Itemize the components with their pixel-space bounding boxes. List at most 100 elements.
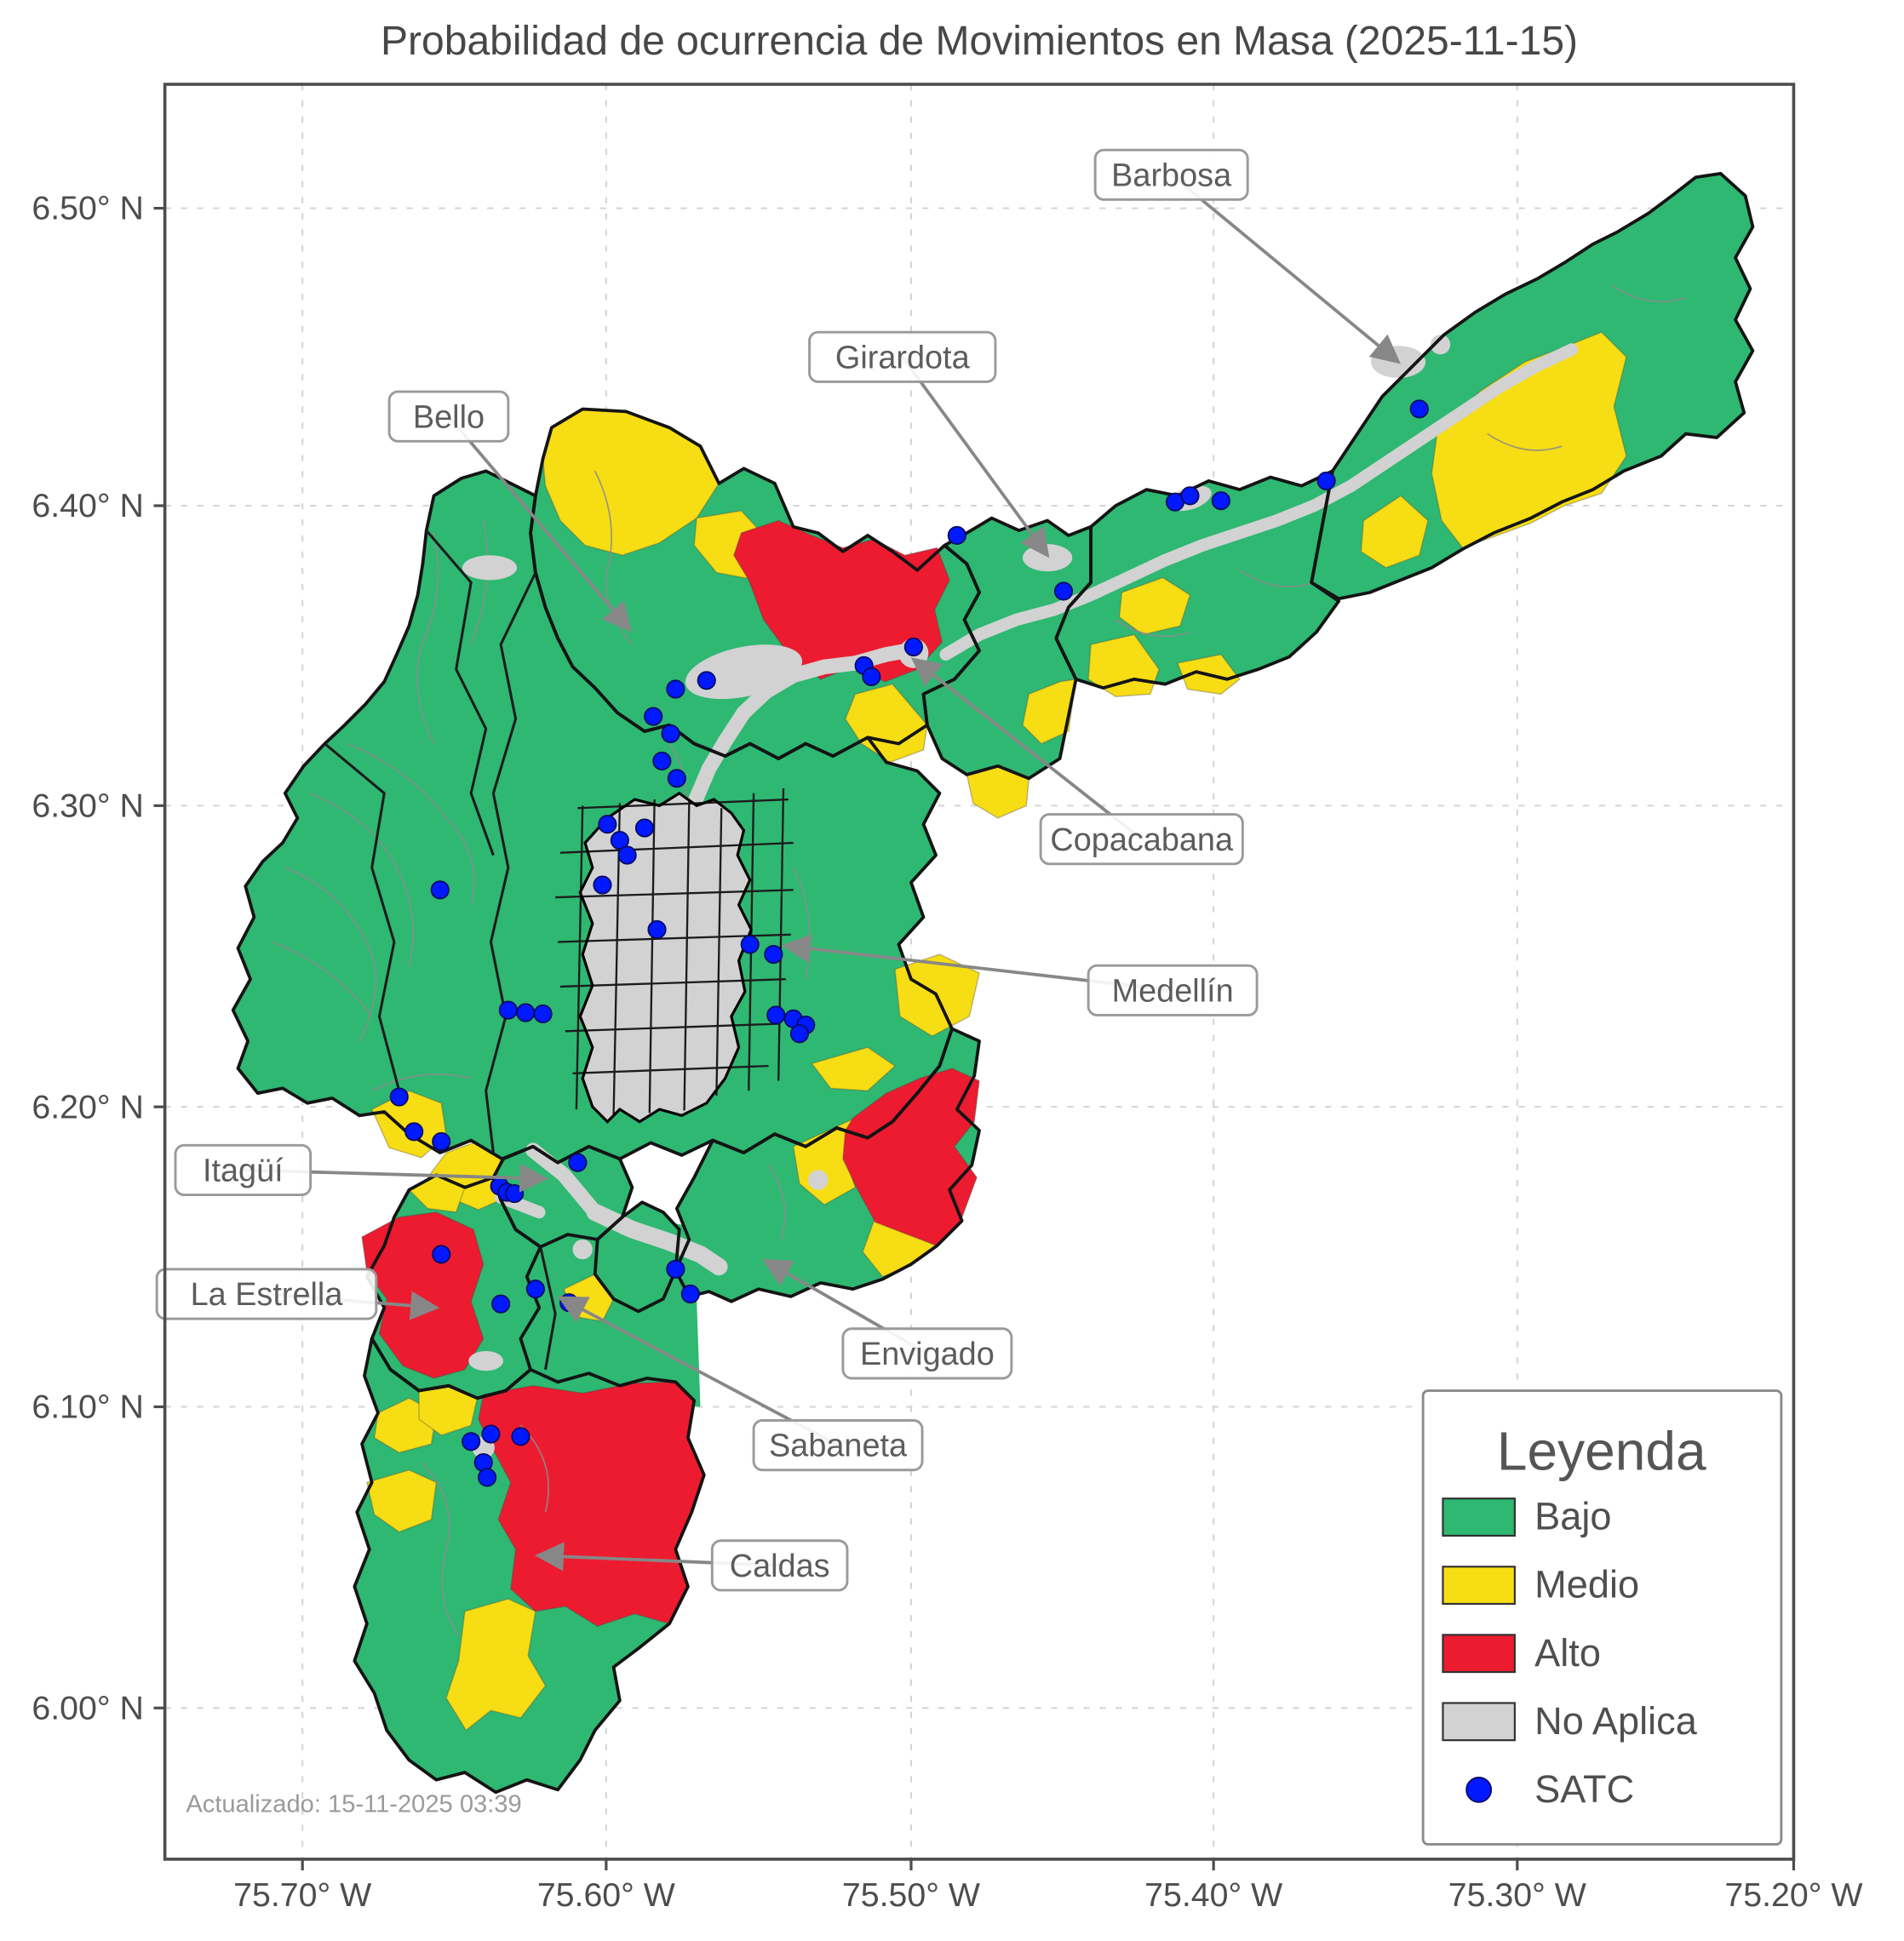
satc-station-dot [481, 1424, 501, 1444]
x-tick-label: 75.20° W [1724, 1876, 1862, 1914]
legend-swatch-alto [1442, 1634, 1516, 1674]
x-tick-label: 75.60° W [537, 1876, 675, 1914]
callout-box-itagui [174, 1143, 313, 1196]
map-title: Probabilidad de ocurrencia de Movimiento… [381, 19, 1578, 64]
girardota-town-area [1022, 544, 1073, 572]
sabaneta-town-area [572, 1239, 593, 1260]
x-axis-labels: 75.70° W 75.60° W 75.50° W 75.40° W 75.3… [233, 1876, 1862, 1914]
satc-station-dot [766, 1005, 786, 1025]
callout-box-copacabana [1039, 813, 1244, 866]
x-tick-label: 75.30° W [1448, 1876, 1586, 1914]
callout-label-envigado: Envigado [860, 1337, 995, 1372]
satc-station-dot [644, 707, 663, 726]
satc-station-dot [525, 1280, 545, 1299]
legend-label-no-aplica: No Aplica [1534, 1699, 1698, 1743]
y-tick-label: 6.00° N [32, 1689, 143, 1726]
callout-label-la-estrella: La Estrella [191, 1277, 344, 1313]
y-tick-label: 6.10° N [32, 1388, 143, 1426]
satc-station-dot [1211, 491, 1230, 511]
legend-label-medio: Medio [1534, 1563, 1639, 1606]
legend-swatch-no-aplica [1442, 1702, 1516, 1742]
satc-station-dot [432, 1245, 451, 1264]
callout-label-barbosa: Barbosa [1111, 157, 1232, 193]
satc-station-dot [462, 1432, 481, 1451]
satc-station-dot [903, 637, 923, 657]
satc-station-dot [1316, 471, 1336, 490]
town-area [1430, 335, 1451, 355]
satc-station-dot [740, 935, 760, 954]
callout-box-la-estrella [155, 1268, 378, 1320]
callout-box-medellin [1087, 964, 1259, 1016]
legend-satc-dot [1465, 1776, 1493, 1803]
satc-station-dot [1180, 486, 1200, 506]
legend-swatch-medio [1442, 1566, 1516, 1606]
callout-label-girardota: Girardota [835, 340, 971, 375]
callout-label-sabaneta: Sabaneta [769, 1429, 908, 1464]
satc-station-dot [661, 724, 680, 743]
callout-box-girardota [808, 330, 997, 383]
callout-label-copacabana: Copacabana [1050, 822, 1234, 858]
legend-swatch-bajo [1442, 1497, 1516, 1537]
satc-station-dot [430, 880, 450, 900]
satc-station-dot [598, 815, 617, 834]
y-tick-label: 6.50° N [32, 190, 143, 227]
callout-label-itagui: Itagüí [203, 1154, 284, 1189]
satc-station-dot [516, 1003, 536, 1022]
legend: Leyenda Bajo Medio Alto No Aplica SATC [1421, 1389, 1783, 1846]
y-tick-label: 6.40° N [32, 487, 143, 524]
satc-station-dot [1053, 581, 1074, 601]
x-tick-label: 75.50° W [842, 1876, 980, 1914]
satc-station-dot [666, 679, 685, 699]
callout-label-caldas: Caldas [730, 1549, 830, 1584]
satc-station-dot [511, 1427, 530, 1446]
la-estrella-town-area [468, 1350, 504, 1371]
satc-station-dot [697, 671, 716, 690]
satc-stations [389, 399, 1429, 1487]
satc-station-dot [947, 525, 966, 546]
satc-station-dot [652, 751, 672, 771]
legend-label-satc: SATC [1534, 1767, 1634, 1811]
satc-station-dot [432, 1131, 451, 1151]
satc-station-dot [533, 1004, 553, 1024]
satc-station-dot [634, 818, 655, 838]
satc-station-dot [1409, 399, 1429, 419]
callout-label-medellin: Medellín [1112, 973, 1234, 1009]
satc-station-dot [862, 667, 881, 687]
y-tick-label: 6.20° N [32, 1088, 143, 1125]
callout-arrow-copacabana [910, 657, 1143, 841]
satc-station-dot [666, 1259, 685, 1279]
callout-box-caldas [710, 1539, 849, 1592]
satc-station-dot [498, 1000, 518, 1020]
legend-label-alto: Alto [1534, 1631, 1601, 1675]
legend-title: Leyenda [1497, 1421, 1706, 1482]
x-tick-label: 75.70° W [233, 1876, 371, 1914]
town-area [808, 1170, 829, 1190]
callout-arrow-girardota [901, 356, 1050, 558]
satc-station-dot [568, 1153, 588, 1172]
satc-station-dot [404, 1122, 424, 1142]
satc-station-dot [617, 845, 637, 865]
callout-labels: Barbosa Girardota Bello Copacabana Medellín I… [155, 148, 1259, 1592]
satc-station-dot [593, 875, 612, 895]
axis-ticks [153, 206, 1796, 1871]
satc-station-dot [389, 1087, 409, 1107]
y-tick-label: 6.30° N [32, 787, 143, 824]
callout-arrow-barbosa [1170, 173, 1401, 364]
callout-arrow-bello [447, 415, 632, 633]
callout-box-sabaneta [752, 1419, 924, 1472]
y-axis-labels: 6.50° N 6.40° N 6.30° N 6.20° N 6.10° N … [32, 190, 143, 1727]
satc-station-dot [764, 945, 783, 965]
satc-station-dot [789, 1024, 810, 1044]
satc-station-dot [667, 769, 686, 788]
callout-box-barbosa [1093, 148, 1249, 201]
satc-station-dot [610, 831, 629, 850]
satc-station-dot [647, 919, 667, 940]
vereda-boundaries [272, 284, 1687, 1637]
callout-box-envigado [841, 1327, 1013, 1380]
callout-label-bello: Bello [413, 399, 485, 435]
x-tick-label: 75.40° W [1144, 1876, 1282, 1914]
legend-label-bajo: Bajo [1534, 1495, 1611, 1538]
updated-timestamp: Actualizado: 15-11-2025 03:39 [186, 1791, 521, 1818]
